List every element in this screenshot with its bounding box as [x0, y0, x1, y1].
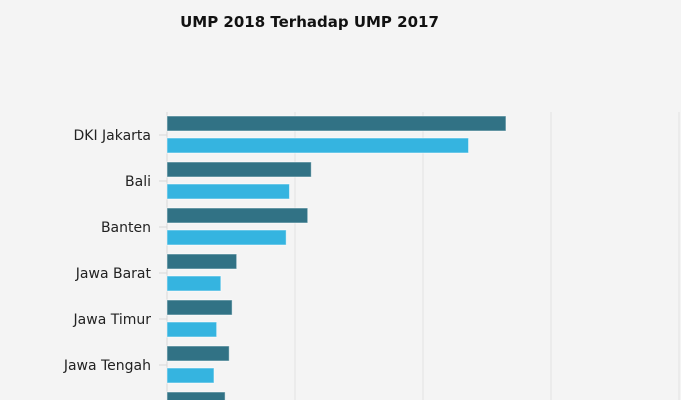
category-label: Jawa Timur [73, 312, 152, 328]
bar-ump-2018 [166, 207, 309, 224]
bar-ump-2017 [166, 229, 287, 246]
bar-ump-2017 [166, 137, 470, 154]
bar-ump-2018 [166, 253, 238, 270]
category-label: Bali [125, 174, 151, 190]
bar-ump-2018 [166, 161, 312, 178]
bar-ump-2017 [166, 183, 290, 200]
bar-ump-2018 [166, 115, 507, 132]
bar-ump-2017 [166, 321, 218, 338]
category-label: Banten [101, 220, 151, 236]
bar-ump-2017 [166, 367, 215, 384]
category-label: Jawa Barat [75, 266, 152, 282]
bar-ump-2017 [166, 275, 222, 292]
bar-ump-2018 [166, 299, 233, 316]
category-label: Jawa Tengah [63, 358, 151, 374]
chart-title: UMP 2018 Terhadap UMP 2017 [180, 13, 439, 31]
bar-ump-2018 [166, 345, 230, 362]
category-label: DKI Jakarta [73, 128, 151, 144]
bar-ump-2018 [166, 391, 226, 400]
